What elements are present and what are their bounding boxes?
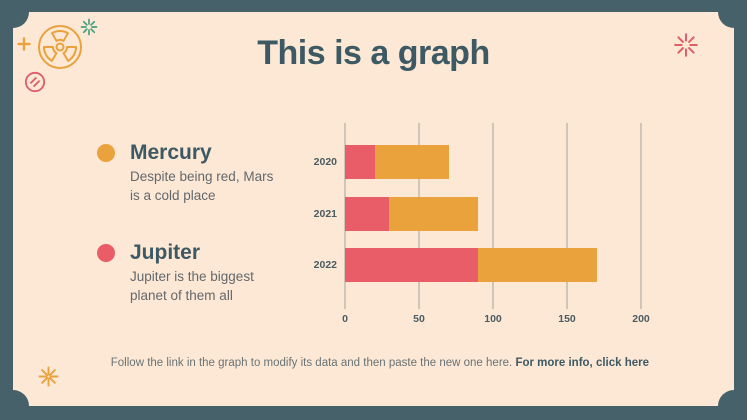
corner-notch (718, 0, 747, 28)
gridline (492, 123, 494, 309)
bar-segment-mercury (389, 196, 479, 231)
bar-row (345, 248, 641, 283)
legend-name: Jupiter (130, 241, 201, 264)
stacked-bar-chart: 0 50 100 150 200 2020 2021 2022 (314, 123, 650, 325)
radiation-icon (36, 23, 84, 71)
corner-notch (0, 0, 29, 28)
corner-notch (718, 390, 747, 420)
y-axis-category-label: 2022 (313, 259, 337, 272)
bar-segment-jupiter (345, 196, 390, 231)
x-axis-tick-label: 0 (342, 313, 348, 325)
bar-row (345, 196, 641, 231)
bar-segment-jupiter (345, 248, 479, 283)
gridline (566, 123, 568, 309)
footnote-text: Follow the link in the graph to modify i… (110, 357, 516, 369)
footnote-link[interactable]: For more info, click here (515, 357, 650, 369)
bar-segment-mercury (374, 144, 449, 179)
page-title: This is a graph (257, 34, 490, 72)
legend-description: Despite being red, Mars is a cold place (130, 169, 274, 203)
legend-bullet (97, 144, 115, 162)
bar-segment-jupiter (345, 144, 375, 179)
sparkle-icon (38, 366, 59, 387)
plus-icon (16, 36, 32, 52)
legend-bullet (97, 244, 115, 262)
y-axis-category-label: 2021 (313, 207, 337, 220)
legend-item-mercury: Mercury Despite being red, Mars is a col… (97, 141, 307, 206)
no-sign-icon (24, 71, 46, 93)
corner-notch (0, 390, 29, 420)
bar-row (345, 144, 641, 179)
y-axis-category-label: 2020 (313, 155, 337, 168)
footnote: Follow the link in the graph to modify i… (13, 345, 734, 381)
x-axis-tick-label: 100 (484, 313, 502, 325)
x-axis-tick-label: 200 (632, 313, 650, 325)
gridline (640, 123, 642, 309)
legend-name: Mercury (130, 141, 212, 164)
sparkle-icon (80, 18, 98, 36)
x-axis-tick-label: 50 (413, 313, 425, 325)
legend-description: Jupiter is the biggest planet of them al… (130, 269, 254, 303)
x-axis-tick-label: 150 (558, 313, 576, 325)
sparkle-icon (673, 32, 699, 58)
bar-segment-mercury (478, 248, 597, 283)
legend-item-jupiter: Jupiter Jupiter is the biggest planet of… (97, 241, 307, 306)
